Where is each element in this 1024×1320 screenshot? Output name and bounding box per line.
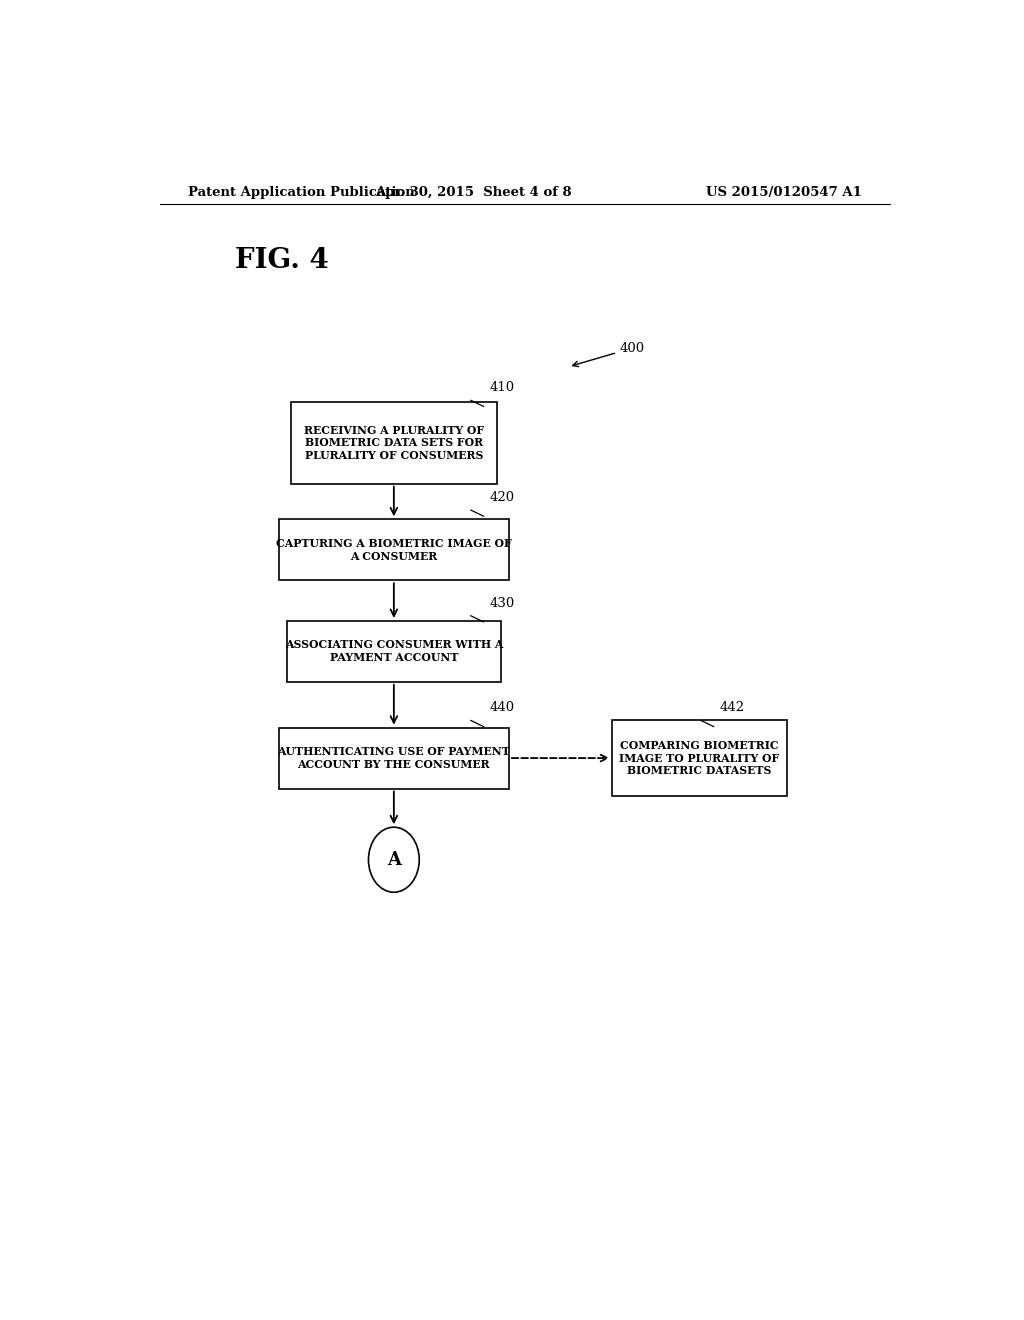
Text: 440: 440 bbox=[489, 701, 514, 714]
Text: 442: 442 bbox=[719, 701, 744, 714]
Bar bbox=[279, 519, 509, 581]
Bar bbox=[279, 727, 509, 788]
Circle shape bbox=[369, 828, 419, 892]
Text: COMPARING BIOMETRIC
IMAGE TO PLURALITY OF
BIOMETRIC DATASETS: COMPARING BIOMETRIC IMAGE TO PLURALITY O… bbox=[620, 739, 779, 776]
Text: Patent Application Publication: Patent Application Publication bbox=[187, 186, 415, 199]
Text: A: A bbox=[387, 850, 400, 869]
Text: RECEIVING A PLURALITY OF
BIOMETRIC DATA SETS FOR
PLURALITY OF CONSUMERS: RECEIVING A PLURALITY OF BIOMETRIC DATA … bbox=[304, 425, 484, 461]
Text: CAPTURING A BIOMETRIC IMAGE OF
A CONSUMER: CAPTURING A BIOMETRIC IMAGE OF A CONSUME… bbox=[276, 537, 512, 561]
Text: AUTHENTICATING USE OF PAYMENT
ACCOUNT BY THE CONSUMER: AUTHENTICATING USE OF PAYMENT ACCOUNT BY… bbox=[278, 746, 510, 770]
Text: 400: 400 bbox=[572, 342, 645, 367]
Text: 430: 430 bbox=[489, 597, 514, 610]
Text: US 2015/0120547 A1: US 2015/0120547 A1 bbox=[707, 186, 862, 199]
Bar bbox=[287, 620, 501, 682]
Bar bbox=[612, 719, 786, 796]
Text: 410: 410 bbox=[489, 381, 514, 395]
Text: Apr. 30, 2015  Sheet 4 of 8: Apr. 30, 2015 Sheet 4 of 8 bbox=[375, 186, 571, 199]
Text: 420: 420 bbox=[489, 491, 514, 504]
Bar bbox=[291, 403, 497, 483]
Text: ASSOCIATING CONSUMER WITH A
PAYMENT ACCOUNT: ASSOCIATING CONSUMER WITH A PAYMENT ACCO… bbox=[285, 639, 503, 663]
Text: FIG. 4: FIG. 4 bbox=[236, 247, 329, 273]
